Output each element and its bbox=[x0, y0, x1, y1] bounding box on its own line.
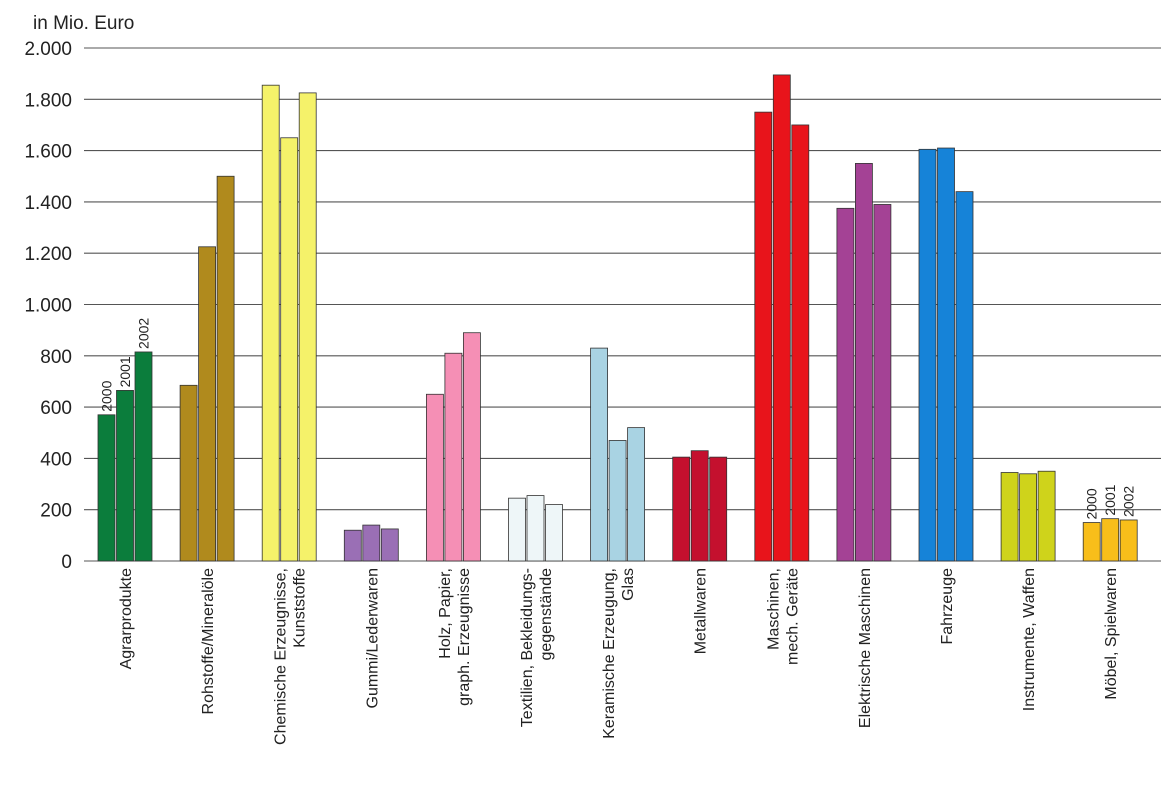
y-tick-label: 1.600 bbox=[24, 142, 72, 163]
category-label-line: Chemische Erzeugnisse, bbox=[273, 568, 290, 745]
bar bbox=[627, 427, 645, 562]
category-label: Metallwaren bbox=[693, 568, 710, 654]
category-label: Chemische Erzeugnisse, Kunststoffe bbox=[273, 568, 309, 745]
y-tick-label: 0 bbox=[61, 552, 72, 573]
y-tick-label: 1.000 bbox=[24, 296, 72, 317]
y-axis-unit-label: in Mio. Euro bbox=[33, 13, 134, 34]
category-labels: Agrarprodukte Rohstoffe/Mineralöle Chemisc… bbox=[118, 568, 1120, 745]
bar bbox=[590, 347, 608, 562]
bar bbox=[937, 147, 955, 562]
bar bbox=[1082, 522, 1101, 562]
bar bbox=[1019, 473, 1037, 562]
category-label-line: Gummi/Lederwaren bbox=[364, 568, 381, 709]
bar bbox=[754, 111, 773, 562]
category-label: Möbel, Spielwaren bbox=[1103, 568, 1120, 700]
y-tick-label: 1.200 bbox=[24, 244, 72, 265]
bar bbox=[955, 191, 974, 562]
category-label-line: graph. Erzeugnisse bbox=[456, 568, 473, 706]
category-label-line: gegenstände bbox=[538, 568, 555, 661]
category-label: Holz, Papier, graph. Erzeugnisse bbox=[437, 568, 473, 706]
bar bbox=[672, 456, 691, 562]
y-tick-labels: 0 200 400 600 800 1.000 1.200 1.400 1.600 1.800 2.… bbox=[24, 39, 72, 573]
category-label: Instrumente, Waffen bbox=[1021, 568, 1038, 711]
bar bbox=[918, 148, 937, 562]
category-label: Gummi/Lederwaren bbox=[364, 568, 381, 709]
year-label: 2000 bbox=[99, 380, 115, 411]
bar bbox=[1000, 472, 1019, 562]
y-tick-label: 1.400 bbox=[24, 193, 72, 214]
y-tick-label: 800 bbox=[40, 347, 72, 368]
y-tick-label: 400 bbox=[40, 449, 72, 470]
bar bbox=[362, 524, 381, 562]
category-label-line: Agrarprodukte bbox=[118, 568, 135, 669]
bar bbox=[772, 74, 791, 562]
bar bbox=[836, 207, 855, 562]
category-label-line: Rohstoffe/Mineralöle bbox=[200, 568, 217, 715]
bar bbox=[526, 495, 545, 562]
y-tick-label: 200 bbox=[40, 501, 72, 522]
bar bbox=[791, 124, 810, 562]
bar bbox=[343, 529, 362, 562]
bar bbox=[134, 351, 153, 562]
bar bbox=[508, 497, 526, 562]
category-label-line: Möbel, Spielwaren bbox=[1103, 568, 1120, 700]
category-label-line: Instrumente, Waffen bbox=[1021, 568, 1038, 711]
bar bbox=[116, 390, 134, 562]
bar bbox=[380, 528, 399, 562]
bar bbox=[545, 504, 563, 562]
y-tick-label: 1.800 bbox=[24, 90, 72, 111]
category-label: Fahrzeuge bbox=[939, 568, 956, 645]
category-label-line: Holz, Papier, bbox=[437, 568, 454, 659]
bar bbox=[179, 384, 198, 562]
category-label: Elektrische Maschinen bbox=[857, 568, 874, 728]
category-label-line: Elektrische Maschinen bbox=[857, 568, 874, 728]
bar bbox=[709, 456, 728, 562]
category-label-line: Textilien, Bekleidungs- bbox=[519, 568, 536, 727]
bar bbox=[690, 450, 709, 562]
category-label-line: mech. Geräte bbox=[784, 568, 801, 665]
category-label: Rohstoffe/Mineralöle bbox=[200, 568, 217, 715]
bar bbox=[608, 440, 627, 562]
category-label: Keramische Erzeugung, Glas bbox=[601, 568, 637, 739]
category-label-line: Metallwaren bbox=[693, 568, 710, 654]
y-tick-label: 600 bbox=[40, 398, 72, 419]
bar bbox=[1119, 519, 1138, 562]
year-label: 2001 bbox=[117, 356, 133, 387]
year-label: 2001 bbox=[1102, 484, 1118, 515]
bars bbox=[97, 74, 1138, 562]
category-label: Agrarprodukte bbox=[118, 568, 135, 669]
bar bbox=[873, 204, 892, 562]
category-label: Maschinen, mech. Geräte bbox=[765, 568, 801, 665]
bar bbox=[280, 137, 299, 562]
bar bbox=[1101, 518, 1120, 562]
year-label: 2002 bbox=[1121, 486, 1137, 517]
bar bbox=[855, 163, 873, 562]
y-tick-label: 2.000 bbox=[24, 39, 72, 60]
category-label-line: Kunststoffe bbox=[292, 568, 309, 648]
category-label: Textilien, Bekleidungs-gegenstände bbox=[519, 568, 555, 727]
year-label: 2000 bbox=[1084, 488, 1100, 519]
category-label-line: Maschinen, bbox=[765, 568, 782, 650]
bar bbox=[425, 393, 444, 562]
bar bbox=[298, 92, 317, 562]
year-label: 2002 bbox=[136, 318, 152, 349]
bar bbox=[444, 352, 463, 562]
bar bbox=[1037, 470, 1056, 562]
bar bbox=[462, 332, 481, 562]
bar bbox=[216, 175, 235, 562]
category-label-line: Glas bbox=[620, 568, 637, 601]
category-label-line: Fahrzeuge bbox=[939, 568, 956, 645]
bar bbox=[97, 414, 116, 562]
bar bbox=[198, 246, 217, 562]
category-label-line: Keramische Erzeugung, bbox=[601, 568, 618, 739]
bar bbox=[261, 84, 280, 562]
